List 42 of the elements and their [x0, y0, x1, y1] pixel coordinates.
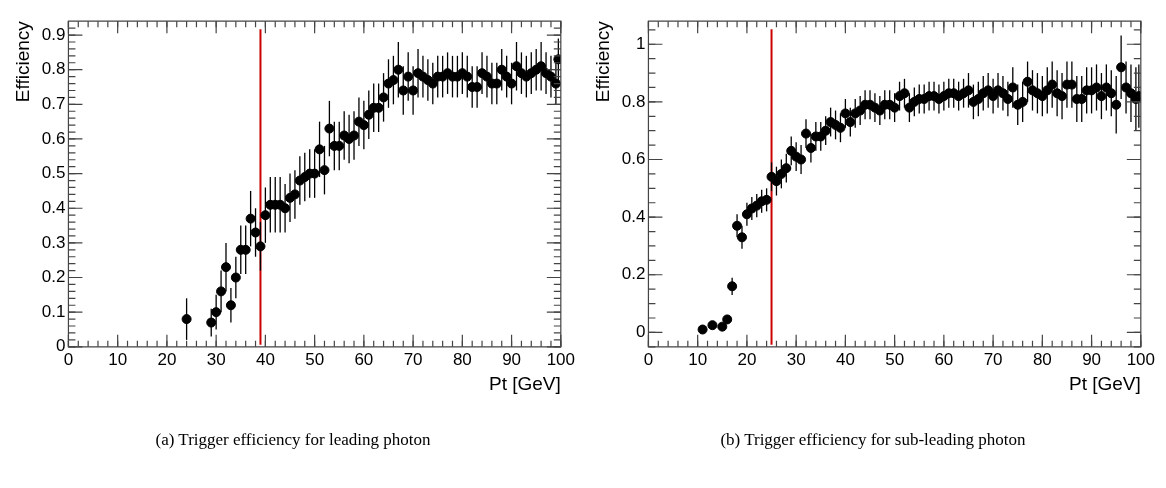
y-tick-label: 0.6: [41, 128, 66, 148]
x-tick-label: 30: [206, 349, 226, 369]
x-tick-label: 10: [688, 349, 708, 369]
y-tick-label: 0: [635, 322, 646, 342]
x-tick-label: 60: [354, 349, 374, 369]
y-tick-label: 0.5: [41, 163, 66, 183]
x-tick-label: 40: [255, 349, 275, 369]
x-tick-label: 70: [983, 349, 1003, 369]
y-tick-label: 0.3: [41, 232, 66, 252]
x-axis-title: Pt [GeV]: [1069, 372, 1141, 394]
y-tick-label: 0.1: [41, 301, 66, 321]
y-tick-label: 0.6: [621, 149, 646, 169]
y-tick-label: 0.4: [41, 197, 66, 217]
y-axis-title: Efficiency: [591, 20, 613, 103]
x-tick-label: 60: [934, 349, 954, 369]
y-axis-title: Efficiency: [11, 20, 33, 103]
y-tick-label: 0.9: [41, 24, 66, 44]
x-tick-label: 90: [1082, 349, 1102, 369]
x-tick-label: 90: [502, 349, 522, 369]
x-axis-title: Pt [GeV]: [489, 372, 561, 394]
y-tick-label: 0: [55, 336, 66, 356]
x-tick-label: 50: [305, 349, 325, 369]
x-tick-label: 100: [1126, 349, 1156, 369]
x-tick-label: 50: [885, 349, 905, 369]
x-tick-label: 20: [157, 349, 177, 369]
y-tick-label: 0.2: [41, 267, 66, 287]
y-tick-label: 0.2: [621, 264, 646, 284]
x-tick-label: 30: [786, 349, 806, 369]
y-tick-label: 0.7: [41, 94, 66, 114]
y-tick-label: 1: [635, 33, 646, 53]
x-tick-label: 20: [737, 349, 757, 369]
x-tick-label: 10: [108, 349, 128, 369]
x-tick-label: 40: [835, 349, 855, 369]
x-tick-label: 100: [546, 349, 576, 369]
x-tick-label: 70: [403, 349, 423, 369]
y-tick-label: 0.8: [621, 91, 646, 111]
x-tick-label: 80: [1032, 349, 1052, 369]
y-tick-label: 0.8: [41, 59, 66, 79]
text: (b) Trigger efficiency for sub-leading photon: [720, 430, 1026, 450]
text: (a) Trigger efficiency for leading photon: [155, 430, 431, 450]
x-tick-label: 80: [452, 349, 472, 369]
y-tick-label: 0.4: [621, 206, 646, 226]
